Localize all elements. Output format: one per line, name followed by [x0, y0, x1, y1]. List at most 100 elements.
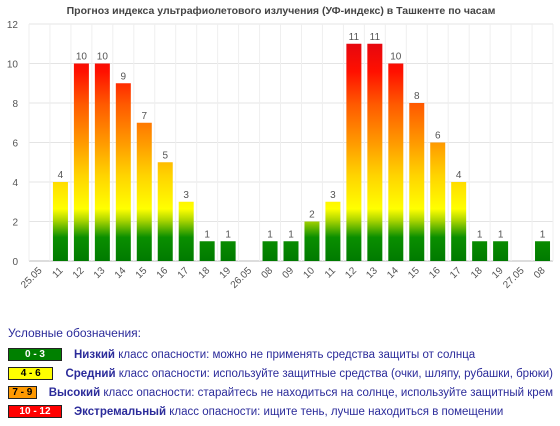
bar: [388, 63, 404, 261]
legend-level: Экстремальный: [74, 405, 167, 418]
bar: [535, 241, 551, 261]
x-tick-label: 19: [490, 265, 506, 281]
x-tick-label: 19: [218, 265, 234, 281]
legend-swatch: 10 - 12: [8, 405, 62, 418]
bar: [409, 103, 425, 261]
bar: [346, 43, 362, 261]
bar: [220, 241, 236, 261]
x-tick-label: 09: [280, 265, 296, 281]
data-label: 1: [204, 229, 210, 240]
data-label: 4: [456, 170, 462, 181]
bar: [430, 142, 446, 261]
data-label: 2: [309, 210, 315, 221]
x-tick-label: 10: [301, 265, 317, 281]
data-label: 1: [225, 229, 231, 240]
legend-swatch: 7 - 9: [8, 386, 37, 399]
x-tick-label: 12: [71, 265, 87, 281]
legend: Условные обозначения: 0 - 3 Низкий класс …: [8, 326, 553, 421]
x-tick-label: 16: [427, 265, 443, 281]
x-tick-label: 16: [155, 265, 171, 281]
legend-text: Экстремальный класс опасности: ищите тен…: [74, 406, 503, 418]
data-label: 8: [414, 91, 420, 102]
bar: [115, 83, 131, 261]
data-label: 7: [141, 111, 147, 122]
x-tick-label: 08: [260, 265, 276, 281]
legend-swatch: 4 - 6: [8, 367, 54, 380]
data-label: 1: [288, 229, 294, 240]
data-label: 11: [370, 32, 381, 43]
data-label: 3: [330, 190, 336, 201]
data-label: 10: [390, 52, 402, 63]
bar: [52, 182, 68, 261]
legend-text: Высокий класс опасности: старайтесь не н…: [49, 387, 553, 399]
legend-swatch: 0 - 3: [8, 348, 62, 361]
y-tick-label: 12: [7, 20, 19, 31]
data-label: 4: [58, 170, 64, 181]
y-tick-label: 8: [12, 99, 18, 110]
legend-item: 0 - 3 Низкий класс опасности: можно не пр…: [8, 345, 553, 364]
x-tick-label: 25.05: [19, 265, 45, 291]
legend-level: Высокий: [48, 386, 101, 399]
data-label: 1: [540, 229, 546, 240]
bar: [262, 241, 278, 261]
grid-lines: [28, 23, 554, 262]
bar: [73, 63, 89, 261]
data-label: 5: [162, 150, 168, 161]
x-tick-label: 15: [134, 265, 150, 281]
x-tick-label: 17: [176, 265, 192, 281]
legend-text: Низкий класс опасности: можно не применя…: [74, 349, 475, 361]
legend-description: класс опасности: старайтесь не находитьс…: [100, 386, 553, 399]
x-tick-label: 13: [364, 265, 380, 281]
bar: [367, 43, 383, 261]
bar: [304, 221, 320, 261]
x-tick-label: 17: [448, 265, 464, 281]
data-label: 3: [183, 190, 189, 201]
x-tick-label: 08: [532, 265, 548, 281]
bar: [325, 201, 341, 261]
legend-level: Средний: [65, 367, 116, 380]
legend-item: 4 - 6 Средний класс опасности: используйт…: [8, 364, 553, 383]
legend-text: Средний класс опасности: используйте защ…: [65, 368, 553, 380]
uv-index-chart: Прогноз индекса ультрафиолетового излуче…: [7, 5, 554, 291]
data-label: 1: [267, 229, 273, 240]
x-tick-label: 12: [343, 265, 359, 281]
data-label: 10: [76, 52, 88, 63]
legend-title: Условные обозначения:: [8, 326, 141, 340]
data-label: 1: [498, 229, 504, 240]
x-tick-label: 11: [323, 265, 338, 280]
x-tick-label: 14: [385, 265, 401, 281]
chart-title: Прогноз индекса ультрафиолетового излуче…: [67, 5, 496, 17]
y-tick-label: 6: [12, 139, 18, 150]
data-label: 6: [435, 131, 441, 142]
bar: [199, 241, 215, 261]
x-tick-label: 14: [113, 265, 129, 281]
data-label: 1: [477, 229, 483, 240]
bars: [52, 43, 551, 261]
y-axis-ticks: 0 2 4 6 8 10 12: [7, 20, 19, 268]
legend-item: 7 - 9 Высокий класс опасности: старайтесь…: [8, 383, 553, 402]
data-label: 10: [97, 52, 109, 63]
y-tick-label: 4: [12, 178, 18, 189]
bar: [178, 201, 194, 261]
data-label: 9: [121, 71, 127, 82]
x-tick-label: 11: [50, 265, 65, 280]
x-tick-label: 27.05: [501, 265, 527, 291]
bar: [472, 241, 488, 261]
legend-description: класс опасности: можно не применять сред…: [115, 348, 476, 361]
y-tick-label: 0: [12, 257, 18, 268]
bar: [94, 63, 110, 261]
x-tick-label: 13: [92, 265, 108, 281]
y-tick-label: 10: [7, 60, 19, 71]
x-tick-label: 18: [469, 265, 485, 281]
legend-description: класс опасности: используйте защитные ср…: [115, 367, 553, 380]
bar: [283, 241, 299, 261]
bar: [136, 122, 152, 261]
legend-level: Низкий: [74, 348, 115, 361]
legend-description: класс опасности: ищите тень, лучше наход…: [166, 405, 504, 418]
x-tick-label: 26.05: [229, 265, 255, 291]
bar: [451, 182, 467, 261]
x-tick-label: 15: [406, 265, 422, 281]
legend-item: 10 - 12 Экстремальный класс опасности: ищ…: [8, 402, 553, 421]
